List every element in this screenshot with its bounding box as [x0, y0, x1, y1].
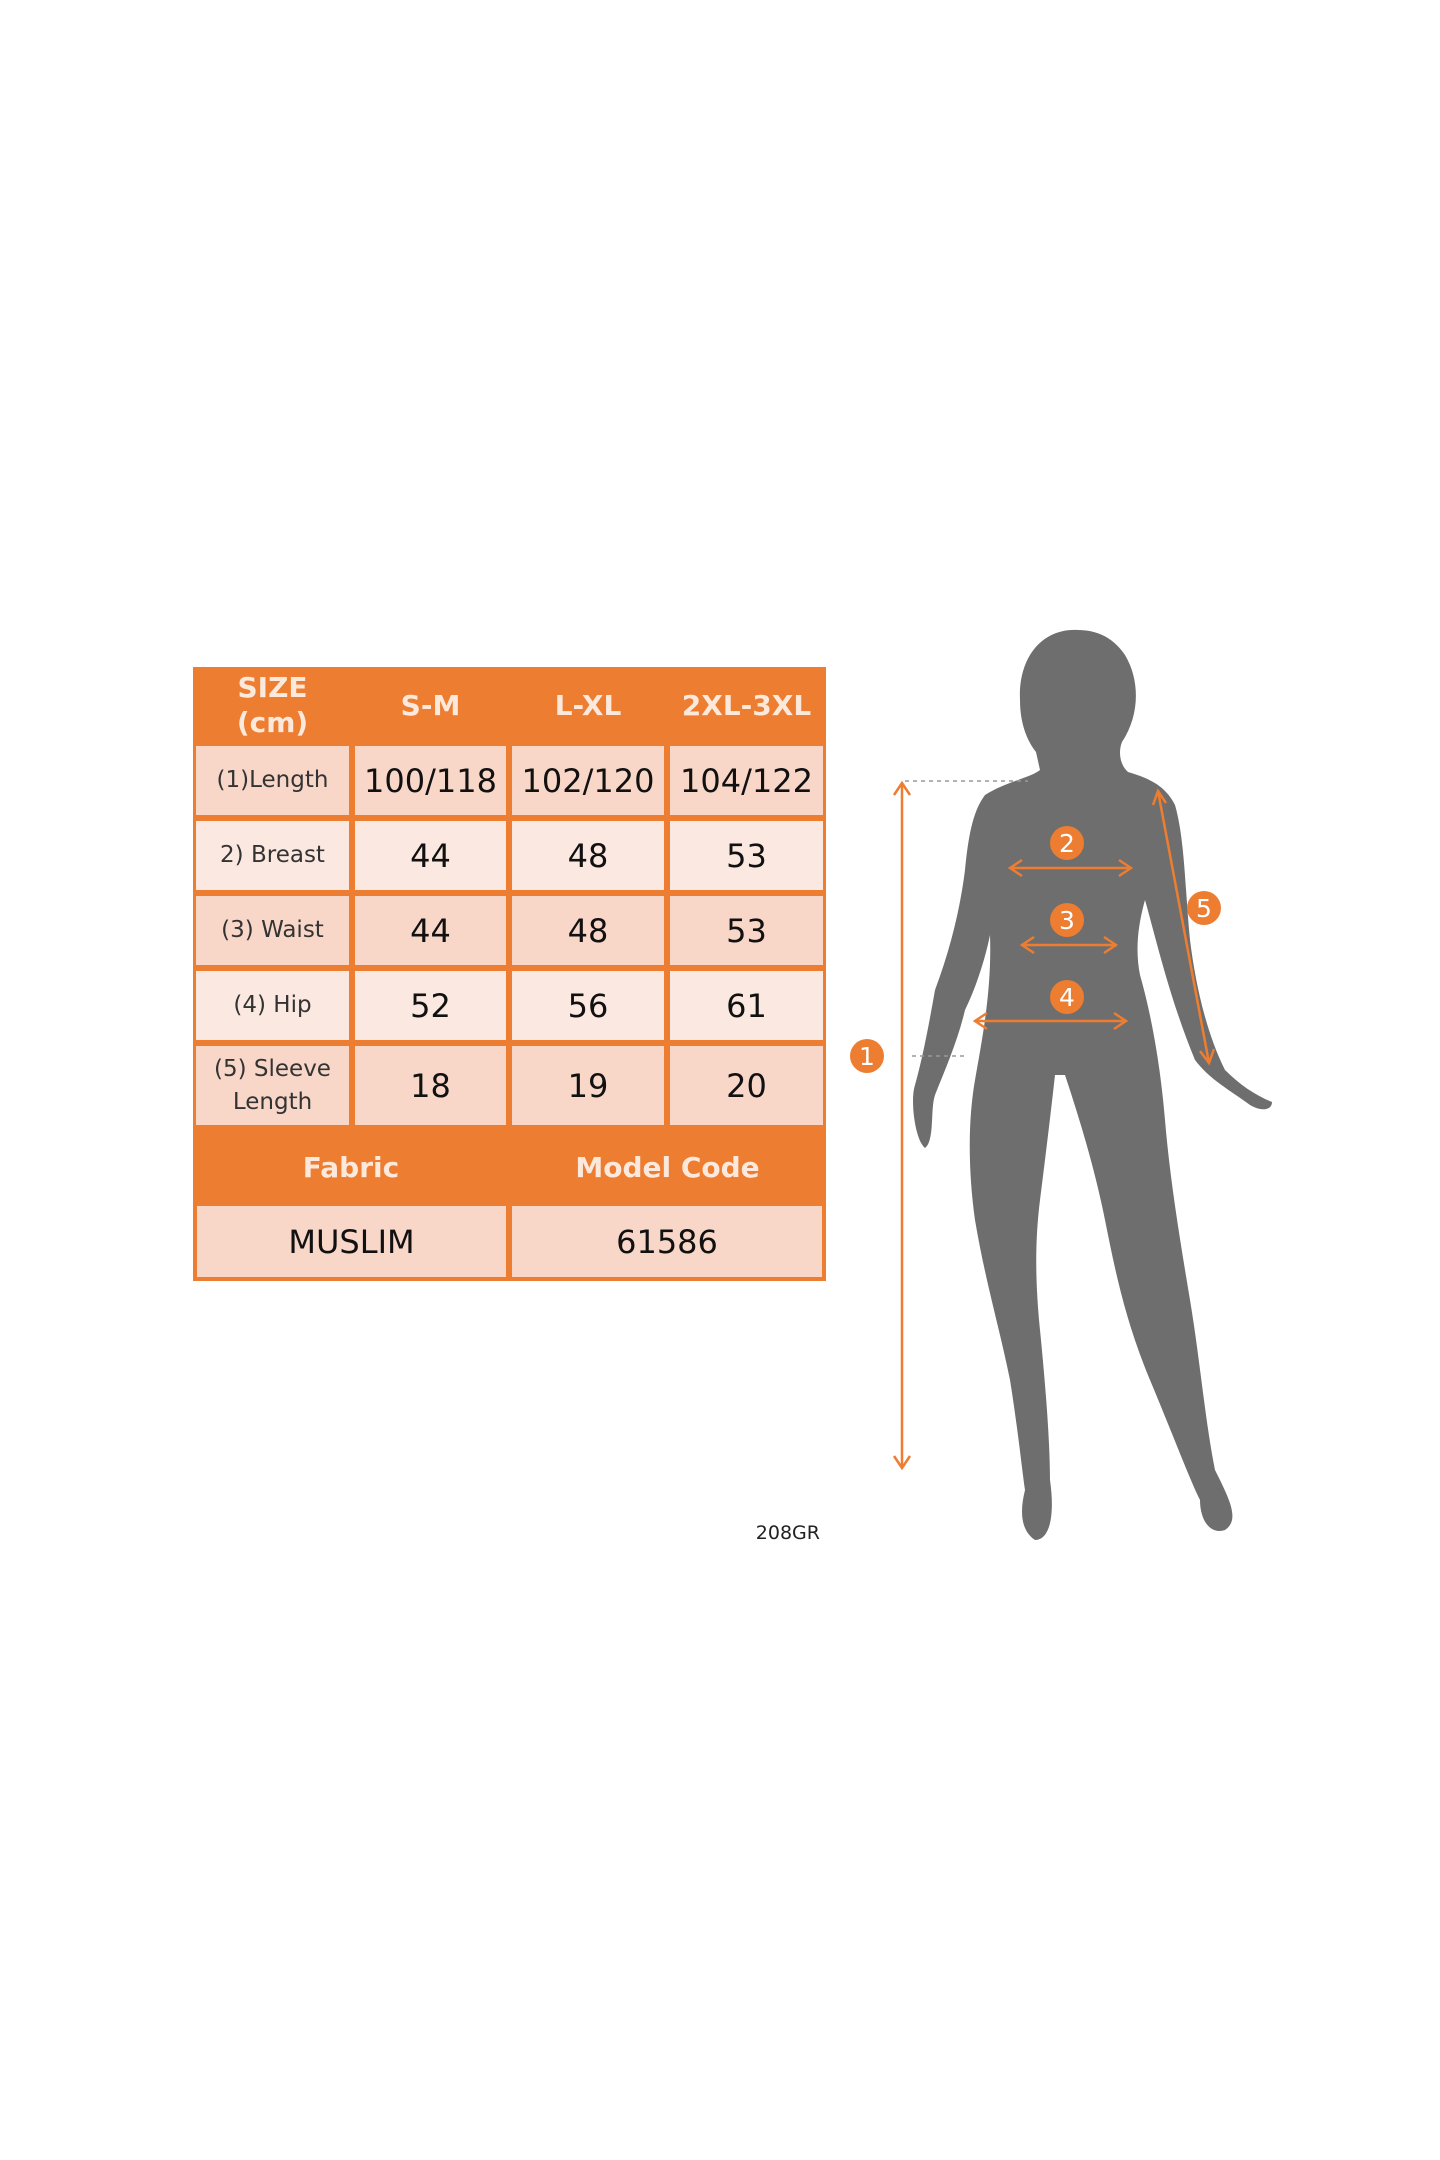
- svg-text:3: 3: [1059, 906, 1075, 935]
- size-value-cell: 102/120: [512, 746, 664, 815]
- code-note: 208GR: [755, 1522, 820, 1544]
- size-value-cell: 18: [355, 1046, 506, 1125]
- measurement-marker-5: 5: [1187, 891, 1221, 925]
- size-label: SIZE: [237, 671, 308, 704]
- size-value-cell: 20: [670, 1046, 823, 1125]
- size-header-l-xl: L-XL: [554, 688, 622, 722]
- model-code-value: 61586: [512, 1206, 822, 1277]
- size-value-cell: 53: [670, 896, 823, 965]
- sleeve-arrow: [1156, 790, 1211, 1064]
- svg-text:4: 4: [1059, 983, 1075, 1012]
- size-value-cell: 100/118: [355, 746, 506, 815]
- measurement-marker-1: 1: [850, 1039, 884, 1073]
- size-value-cell: 104/122: [670, 746, 823, 815]
- size-value-cell: 56: [512, 971, 664, 1040]
- model-code-header: Model Code: [575, 1150, 760, 1184]
- unit-label: (cm): [236, 706, 309, 739]
- size-value-cell: 52: [355, 971, 506, 1040]
- corner-header: SIZE (cm): [193, 667, 352, 743]
- row-label: (3) Waist: [196, 896, 349, 965]
- row-label: 2) Breast: [196, 821, 349, 890]
- fabric-header: Fabric: [302, 1150, 400, 1184]
- fabric-value: MUSLIM: [197, 1206, 506, 1277]
- size-value-cell: 61: [670, 971, 823, 1040]
- size-value-cell: 19: [512, 1046, 664, 1125]
- measurement-marker-2: 2: [1050, 826, 1084, 860]
- row-label: (5) Sleeve Length: [196, 1046, 349, 1125]
- size-header-2xl-3xl: 2XL-3XL: [681, 688, 812, 722]
- size-chart-table: SIZE (cm) S-M L-XL 2XL-3XL (1)Length 100/…: [193, 667, 826, 1281]
- measurement-marker-4: 4: [1050, 980, 1084, 1014]
- svg-text:1: 1: [859, 1042, 875, 1071]
- measurement-marker-3: 3: [1050, 903, 1084, 937]
- svg-text:2: 2: [1059, 829, 1075, 858]
- svg-text:5: 5: [1196, 894, 1212, 923]
- size-value-cell: 48: [512, 821, 664, 890]
- row-label: (4) Hip: [196, 971, 349, 1040]
- size-value-cell: 44: [355, 896, 506, 965]
- body-silhouette: [913, 629, 1272, 1540]
- row-label: (1)Length: [196, 746, 349, 815]
- size-value-cell: 48: [512, 896, 664, 965]
- size-value-cell: 53: [670, 821, 823, 890]
- size-header-s-m: S-M: [400, 688, 461, 722]
- size-value-cell: 44: [355, 821, 506, 890]
